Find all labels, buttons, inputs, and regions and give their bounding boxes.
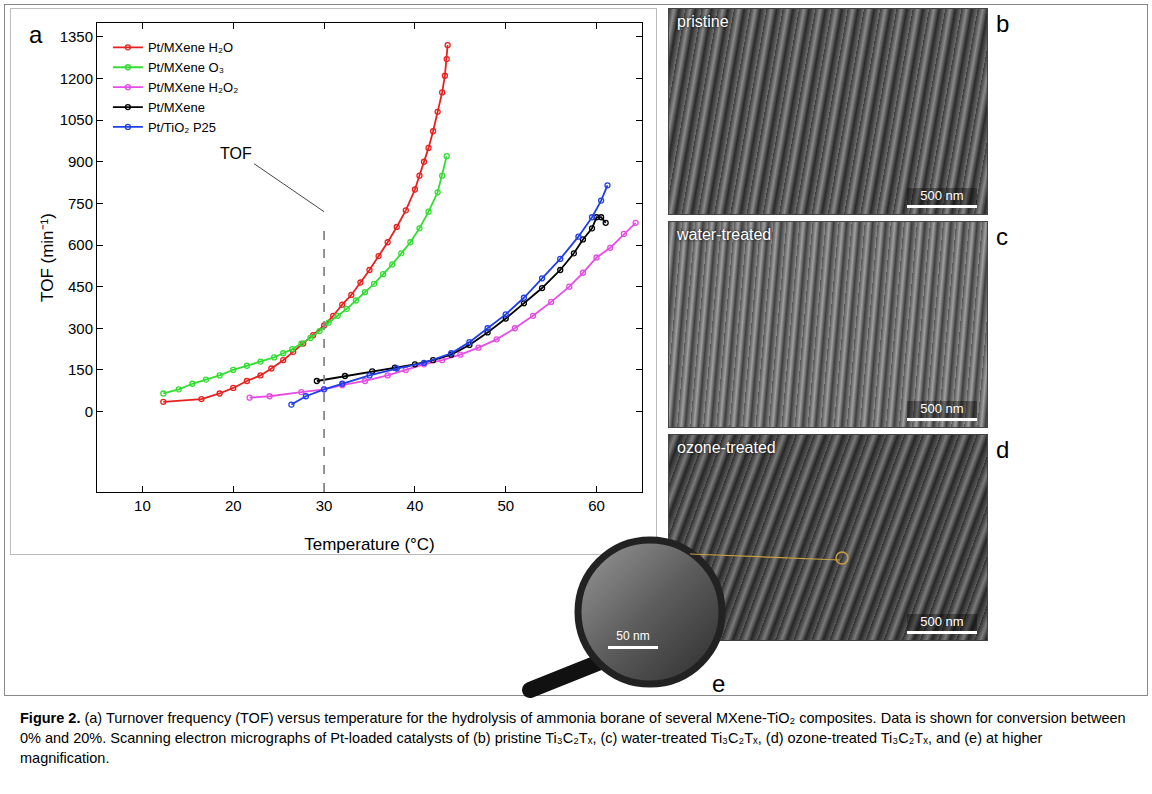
svg-text:50 nm: 50 nm: [616, 629, 649, 643]
svg-text:900: 900: [68, 153, 93, 170]
svg-text:300: 300: [68, 320, 93, 337]
html-text:a: a: [29, 21, 43, 48]
html-text:b: b: [996, 10, 1010, 37]
svg-text:30: 30: [316, 497, 333, 514]
html-text:Figure 2. (a) Turnover frequen: Figure 2. (a) Turnover frequency (TOF) v…: [20, 710, 1126, 766]
html-text:ozone-treated: ozone-treated: [677, 439, 776, 456]
svg-text:0: 0: [85, 403, 93, 420]
html-text:pristine: pristine: [677, 13, 729, 30]
svg-text:Pt/TiO₂ P25: Pt/TiO₂ P25: [148, 120, 216, 135]
svg-text:Pt/MXene O₃: Pt/MXene O₃: [148, 60, 224, 75]
svg-text:Pt/MXene H₂O: Pt/MXene H₂O: [148, 40, 233, 55]
svg-text:600: 600: [68, 236, 93, 253]
svg-text:50: 50: [497, 497, 514, 514]
html-text:500 nm: 500 nm: [920, 401, 964, 416]
svg-text:Temperature (°C): Temperature (°C): [304, 535, 435, 554]
svg-text:1050: 1050: [60, 111, 93, 128]
svg-text:40: 40: [407, 497, 424, 514]
svg-text:450: 450: [68, 278, 93, 295]
svg-text:Pt/MXene: Pt/MXene: [148, 100, 205, 115]
svg-text:10: 10: [134, 497, 151, 514]
html-text:c: c: [996, 223, 1008, 250]
svg-text:e: e: [712, 670, 725, 697]
html-text:d: d: [996, 436, 1010, 463]
svg-text:1350: 1350: [60, 28, 93, 45]
html-text:water-treated: water-treated: [677, 226, 772, 243]
html-text:500 nm: 500 nm: [920, 188, 964, 203]
html-text:500 nm: 500 nm: [920, 614, 964, 629]
svg-text:TOF: TOF: [220, 145, 252, 162]
svg-text:150: 150: [68, 361, 93, 378]
svg-text:Pt/MXene H₂O₂: Pt/MXene H₂O₂: [148, 80, 238, 95]
svg-text:20: 20: [225, 497, 242, 514]
svg-text:1200: 1200: [60, 70, 93, 87]
svg-text:60: 60: [588, 497, 605, 514]
svg-text:750: 750: [68, 195, 93, 212]
svg-text:TOF (min⁻¹): TOF (min⁻¹): [38, 213, 57, 302]
